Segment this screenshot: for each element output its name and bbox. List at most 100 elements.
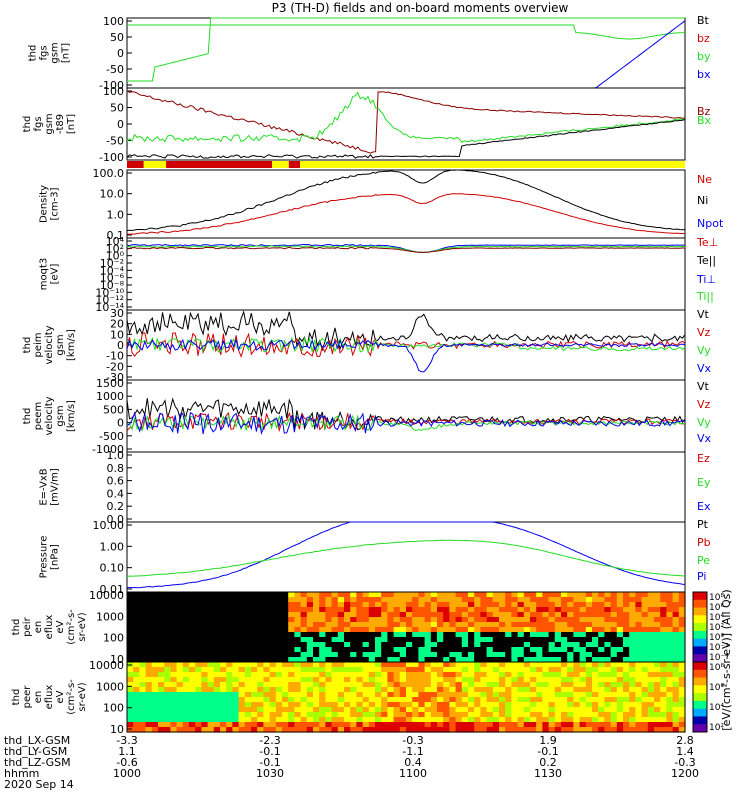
spectrogram-cell: [393, 647, 401, 653]
spectrogram-cell: [257, 692, 264, 698]
spectrogram-cell: [127, 612, 134, 618]
legend-entry: Vt: [697, 308, 710, 321]
spectrogram-cell: [554, 637, 562, 643]
series-line: [126, 338, 686, 373]
spectrogram-cell: [356, 632, 364, 638]
spectrogram-cell: [641, 637, 649, 643]
spectrogram-cell: [182, 627, 190, 633]
spectrogram-cell: [480, 712, 488, 718]
spectrogram-cell: [306, 692, 314, 698]
spectrogram-cell: [449, 642, 457, 648]
spectrogram-cell: [585, 637, 593, 643]
spectrogram-cell: [517, 707, 525, 713]
spectrogram-cell: [399, 602, 407, 608]
spectrogram-cell: [517, 637, 525, 643]
panel-temperature: 10⁴10²10⁰10⁻²10⁻⁴10⁻⁶10⁻⁸10⁻¹⁰10⁻¹²10⁻¹⁴…: [39, 235, 719, 314]
spectrogram-cell: [350, 607, 357, 613]
spectrogram-cell: [127, 682, 134, 688]
spectrogram-cell: [313, 647, 320, 653]
y-axis-label: sr-eV): [77, 612, 88, 641]
spectrogram-cell: [257, 702, 264, 708]
spectrogram-cell: [356, 712, 364, 718]
spectrogram-cell: [368, 712, 376, 718]
spectrogram-cell: [189, 697, 196, 703]
spectrogram-cell: [499, 642, 506, 648]
spectrogram-cell: [319, 677, 326, 683]
spectrogram-cell: [678, 657, 686, 663]
spectrogram-cell: [424, 717, 432, 723]
spectrogram-cell: [548, 682, 556, 688]
spectrogram-cell: [344, 712, 351, 718]
spectrogram-cell: [244, 712, 252, 718]
spectrogram-cell: [238, 607, 246, 613]
y-tick-label: 1.0: [107, 449, 125, 462]
spectrogram-cell: [492, 632, 500, 638]
spectrogram-cell: [213, 602, 221, 608]
spectrogram-cell: [275, 622, 283, 628]
spectrogram-cell: [331, 662, 339, 668]
spectrogram-cell: [356, 702, 364, 708]
spectrogram-cell: [505, 622, 512, 628]
spectrogram-cell: [158, 627, 165, 633]
spectrogram-cell: [226, 667, 233, 673]
spectrogram-cell: [573, 667, 581, 673]
spectrogram-cell: [468, 642, 475, 648]
spectrogram-cell: [151, 667, 159, 673]
mode-segment: [272, 161, 289, 168]
spectrogram-cell: [517, 697, 525, 703]
spectrogram-cell: [158, 712, 165, 718]
spectrogram-cell: [554, 602, 562, 608]
spectrogram-cell: [449, 597, 457, 603]
spectrogram-cell: [517, 592, 525, 598]
legend-entry: Vt: [697, 380, 710, 393]
spectrogram-cell: [282, 712, 289, 718]
spectrogram-cell: [468, 602, 475, 608]
spectrogram-cell: [437, 692, 444, 698]
spectrogram-cell: [294, 637, 302, 643]
colorbar-tick-label: 10⁸: [709, 593, 724, 603]
mode-segment: [288, 161, 300, 168]
spectrogram-cell: [418, 707, 426, 713]
spectrogram-cell: [424, 652, 432, 658]
spectrogram-cell: [412, 627, 419, 633]
colorbar-swatch: [693, 592, 707, 601]
spectrogram-cell: [176, 612, 184, 618]
spectrogram-cell: [412, 632, 419, 638]
spectrogram-cell: [610, 687, 618, 693]
spectrogram-cell: [437, 697, 444, 703]
spectrogram-cell: [127, 642, 134, 648]
y-axis-label: E=-VxB: [39, 468, 50, 505]
spectrogram-cell: [207, 612, 215, 618]
y-axis-label: peim: [33, 332, 44, 357]
spectrogram-cell: [306, 662, 314, 668]
spectrogram-cell: [616, 597, 624, 603]
spectrogram-cell: [300, 702, 308, 708]
spectrogram-cell: [226, 622, 233, 628]
spectrogram-cell: [598, 642, 605, 648]
spectrogram-cell: [430, 682, 438, 688]
spectrogram-cell: [158, 607, 165, 613]
spectrogram-cell: [623, 687, 630, 693]
spectrogram-cell: [282, 672, 289, 678]
spectrogram-cell: [604, 642, 612, 648]
spectrogram-cell: [151, 622, 159, 628]
spectrogram-cell: [381, 597, 388, 603]
spectrogram-cell: [623, 707, 630, 713]
spectrogram-cell: [579, 712, 587, 718]
spectrogram-cell: [151, 722, 159, 728]
colorbar-swatch: [693, 646, 707, 655]
spectrogram-cell: [344, 622, 351, 628]
spectrogram-cell: [629, 627, 636, 633]
spectrogram-cell: [437, 682, 444, 688]
spectrogram-cell: [455, 637, 463, 643]
spectrogram-cell: [399, 687, 407, 693]
spectrogram-cell: [257, 657, 264, 663]
spectrogram-cell: [598, 652, 605, 658]
spectrogram-cell: [399, 712, 407, 718]
spectrogram-cell: [238, 717, 246, 723]
spectrogram-cell: [337, 672, 345, 678]
spectrogram-cell: [449, 682, 457, 688]
spectrogram-cell: [133, 612, 140, 618]
spectrogram-cell: [641, 677, 649, 683]
spectrogram-cell: [523, 627, 531, 633]
